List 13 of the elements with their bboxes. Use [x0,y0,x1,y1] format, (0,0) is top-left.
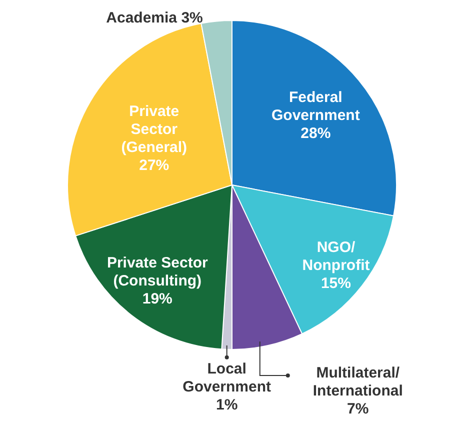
data-label: 1% [216,396,238,414]
slice-label: Private Sector (General) [121,103,188,156]
slice-label: Local Government [182,360,272,396]
data-label: 28% [300,124,331,142]
slice-label: Academia 3% [106,9,203,26]
data-label: 27% [139,157,170,174]
slice-label: NGO/Nonprofit [302,238,370,274]
data-label: 15% [320,274,351,292]
slice-label: Private Sector (Consulting) [106,254,208,290]
slice-label: Federal Government [271,88,360,124]
slice-label: Multilateral/International [312,364,403,400]
data-label: 7% [347,400,369,418]
data-label: 19% [142,290,172,308]
